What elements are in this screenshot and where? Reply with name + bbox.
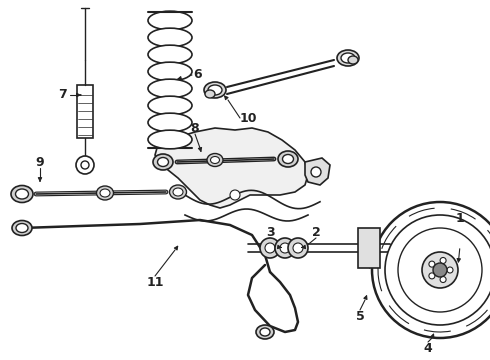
Ellipse shape	[283, 154, 294, 163]
Ellipse shape	[148, 79, 192, 98]
Ellipse shape	[278, 151, 298, 167]
Circle shape	[288, 238, 308, 258]
Ellipse shape	[11, 185, 33, 202]
Polygon shape	[305, 158, 330, 185]
Ellipse shape	[16, 224, 28, 233]
Ellipse shape	[341, 53, 355, 63]
Circle shape	[81, 161, 89, 169]
Text: 4: 4	[424, 342, 432, 355]
Ellipse shape	[148, 11, 192, 30]
Ellipse shape	[204, 82, 226, 98]
Text: 7: 7	[58, 89, 66, 102]
Ellipse shape	[148, 96, 192, 115]
Ellipse shape	[170, 185, 187, 199]
Text: 1: 1	[456, 211, 465, 225]
Ellipse shape	[148, 28, 192, 47]
Ellipse shape	[12, 220, 32, 235]
Text: 5: 5	[356, 310, 365, 323]
Ellipse shape	[148, 45, 192, 64]
Circle shape	[422, 252, 458, 288]
Circle shape	[293, 243, 303, 253]
Circle shape	[265, 243, 275, 253]
Ellipse shape	[337, 50, 359, 66]
Ellipse shape	[208, 85, 222, 95]
Polygon shape	[77, 85, 93, 138]
Circle shape	[398, 228, 482, 312]
Circle shape	[385, 215, 490, 325]
Circle shape	[447, 267, 453, 273]
Circle shape	[429, 273, 435, 279]
Circle shape	[275, 238, 295, 258]
Text: 8: 8	[191, 122, 199, 135]
Ellipse shape	[148, 113, 192, 132]
Polygon shape	[155, 128, 308, 208]
Ellipse shape	[173, 188, 183, 196]
Circle shape	[280, 243, 290, 253]
Text: 3: 3	[266, 225, 274, 238]
Ellipse shape	[260, 328, 270, 336]
Circle shape	[260, 238, 280, 258]
Ellipse shape	[207, 153, 223, 166]
Text: 11: 11	[146, 275, 164, 288]
Circle shape	[230, 190, 240, 200]
Text: 9: 9	[36, 156, 44, 168]
Ellipse shape	[100, 189, 110, 197]
Ellipse shape	[205, 90, 215, 98]
Circle shape	[440, 257, 446, 264]
Ellipse shape	[97, 186, 114, 200]
Ellipse shape	[348, 56, 358, 64]
Ellipse shape	[148, 62, 192, 81]
Circle shape	[429, 261, 435, 267]
Text: 6: 6	[194, 68, 202, 81]
Polygon shape	[358, 228, 380, 268]
Ellipse shape	[157, 158, 169, 166]
Ellipse shape	[16, 189, 28, 199]
Ellipse shape	[148, 130, 192, 149]
Ellipse shape	[256, 325, 274, 339]
Circle shape	[440, 276, 446, 283]
Circle shape	[76, 156, 94, 174]
Text: 10: 10	[239, 112, 257, 125]
Text: 2: 2	[312, 225, 320, 238]
Ellipse shape	[153, 154, 173, 170]
Circle shape	[372, 202, 490, 338]
Circle shape	[433, 263, 447, 277]
Ellipse shape	[211, 157, 220, 163]
Circle shape	[311, 167, 321, 177]
